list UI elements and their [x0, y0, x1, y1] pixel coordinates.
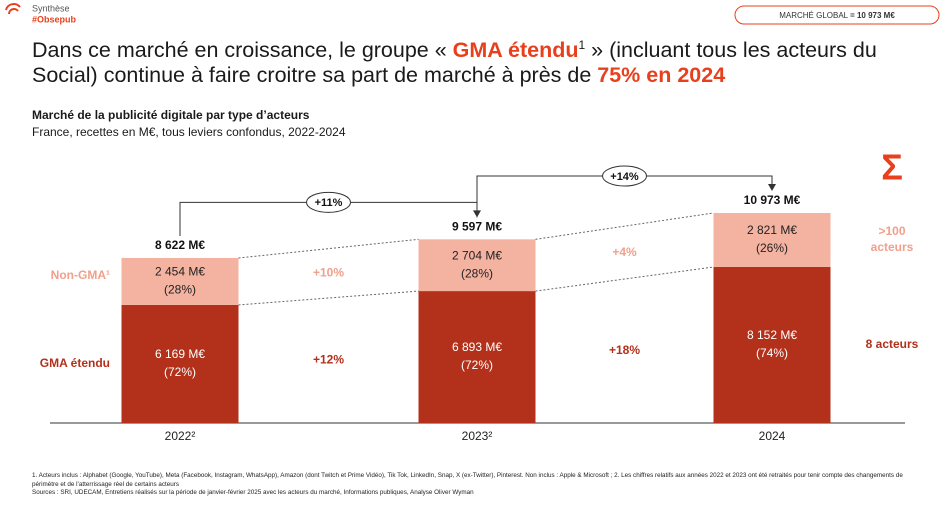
headline-part: GMA étendu [452, 38, 579, 63]
growth-oval [602, 165, 647, 187]
headline-part: Dans ce marché en croissance, le groupe … [32, 38, 453, 63]
share-label: (28%) [461, 266, 493, 280]
side-label: acteurs [871, 240, 914, 254]
chart-subtitle: France, recettes en M€, tous leviers con… [32, 125, 346, 139]
badge-text: MARCHÉ GLOBAL = 10 973 M€ [779, 11, 895, 20]
share-label: (26%) [756, 241, 788, 255]
x-tick-label: 2022² [165, 429, 196, 443]
headline: Dans ce marché en croissance, le groupe … [32, 33, 912, 88]
total-label: 8 622 M€ [155, 238, 205, 252]
value-label: 2 821 M€ [747, 223, 797, 237]
tag: #Obsepub [32, 14, 77, 24]
side-label: 8 acteurs [866, 337, 919, 351]
value-label: 8 152 M€ [747, 328, 797, 342]
badge-value: = 10 973 M€ [850, 11, 895, 20]
share-label: (72%) [461, 358, 493, 372]
x-tick-label: 2023² [462, 429, 493, 443]
series-label: GMA étendu [40, 356, 110, 370]
connector [535, 212, 714, 240]
connector [238, 290, 419, 306]
total-label: 9 597 M€ [452, 220, 502, 234]
connector [535, 266, 714, 292]
growth-oval [306, 191, 351, 213]
connector [238, 238, 419, 259]
share-label: (72%) [164, 365, 196, 379]
headline-part: 75% en 2024 [597, 63, 726, 88]
headline-part: » (incluant tous les acteurs du Social) … [32, 38, 877, 88]
value-label: 6 169 M€ [155, 347, 205, 361]
series-label: Non-GMA¹ [51, 268, 110, 282]
bar-segment [713, 213, 831, 267]
bar-segment [121, 304, 239, 423]
share-label: (28%) [164, 283, 196, 297]
total-growth-label: +14% [610, 171, 639, 183]
growth-label: +10% [313, 266, 344, 280]
growth-label: +12% [313, 353, 344, 367]
growth-label: +4% [612, 245, 637, 259]
total-label: 10 973 M€ [744, 193, 801, 207]
logo [5, 3, 21, 15]
value-label: 2 704 M€ [452, 248, 502, 262]
x-tick-label: 2024 [759, 429, 786, 443]
total-growth-label: +11% [315, 197, 343, 209]
section: Synthèse [32, 3, 70, 13]
footnote: Sources : SRI, UDECAM, Entretiens réalis… [32, 489, 474, 496]
bar-segment [418, 239, 536, 292]
growth-label: +18% [609, 343, 640, 357]
footnotes: 1. Acteurs inclus : Alphabet (Google, Yo… [32, 472, 922, 498]
badge-label: MARCHÉ GLOBAL [779, 11, 848, 20]
value-label: 2 454 M€ [155, 265, 205, 279]
side-label: >100 [878, 224, 905, 238]
footnote: 1. Acteurs inclus : Alphabet (Google, Yo… [32, 472, 903, 488]
badge [734, 5, 940, 25]
share-label: (74%) [756, 346, 788, 360]
arrow-head [768, 184, 776, 191]
bar-segment [418, 291, 536, 423]
sigma: Σ [881, 147, 903, 188]
chart-title: Marché de la publicité digitale par type… [32, 108, 310, 122]
value-label: 6 893 M€ [452, 340, 502, 354]
bar-segment [121, 257, 239, 305]
headline-part: 1 [578, 38, 586, 52]
bar-segment [713, 266, 831, 423]
